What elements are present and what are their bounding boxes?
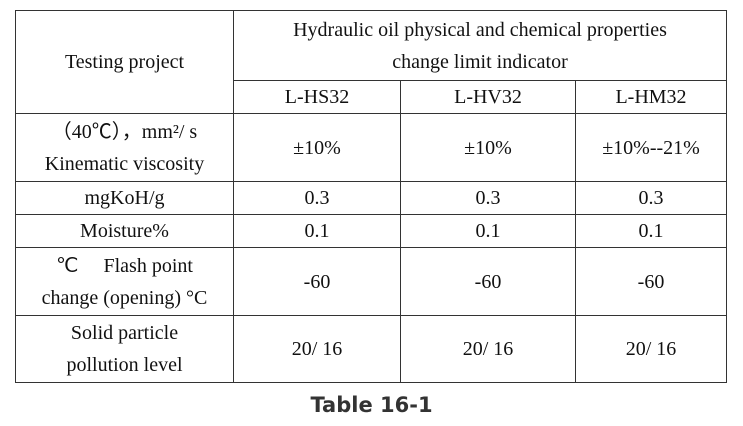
cell-value: 0.3 [575,181,727,215]
group-header: Hydraulic oil physical and chemical prop… [233,10,727,81]
cell-value: -60 [575,247,727,316]
group-line: Hydraulic oil physical and chemical prop… [293,18,667,41]
row-label: Solid particle pollution level [15,315,234,383]
row-label-line: change (opening) °C [41,286,208,309]
table-row: Solid particle pollution level 20/ 16 20/ 1… [15,315,727,383]
cell-value: 0.3 [400,181,576,215]
row-label-line: （40℃），mm²/ s [51,120,198,143]
row-label-line: Kinematic viscosity [44,152,205,175]
row-label: （40℃），mm²/ s Kinematic viscosity [15,113,234,182]
header-row: Testing project Hydraulic oil physical a… [15,10,727,114]
cell-value: 20/ 16 [400,315,576,383]
row-label-line: pollution level [66,354,183,376]
table-row: （40℃），mm²/ s Kinematic viscosity ±10% ±10% ±… [15,113,727,182]
cell-value: ±10% [400,113,576,182]
cell-value: 0.3 [233,181,401,215]
cell-value: 20/ 16 [575,315,727,383]
group-line: change limit indicator [392,50,568,73]
table-row: Moisture% 0.1 0.1 0.1 [15,214,727,248]
cell-value: 0.1 [575,214,727,248]
table-caption: Table 16-1 [310,393,433,417]
cell-value: 20/ 16 [233,315,401,383]
cell-value: -60 [233,247,401,316]
table-body: Testing project Hydraulic oil physical a… [15,10,727,383]
row-label: ℃ Flash point change (opening) °C [15,247,234,316]
project-header: Testing project [15,10,234,114]
row-label: Moisture% [15,214,234,248]
column-header: L-HS32 [233,80,401,114]
cell-value: 0.1 [233,214,401,248]
properties-table: Testing project Hydraulic oil physical a… [15,10,727,383]
row-label-line: mgKoH/g [84,187,165,209]
column-header: L-HV32 [400,80,576,114]
row-label: mgKoH/g [15,181,234,215]
column-header-row: L-HS32 L-HV32 L-HM32 [16,80,727,114]
row-label-line: Moisture% [80,220,169,242]
cell-value: -60 [400,247,576,316]
table-row: mgKoH/g 0.3 0.3 0.3 [15,181,727,215]
cell-value: 0.1 [400,214,576,248]
cell-value: ±10% [233,113,401,182]
cell-value: ±10%--21% [575,113,727,182]
row-label-line: ℃ Flash point [56,254,193,277]
column-header: L-HM32 [575,80,727,114]
table-row: ℃ Flash point change (opening) °C -60 -60 -6… [15,247,727,316]
row-label-line: Solid particle [70,322,179,344]
